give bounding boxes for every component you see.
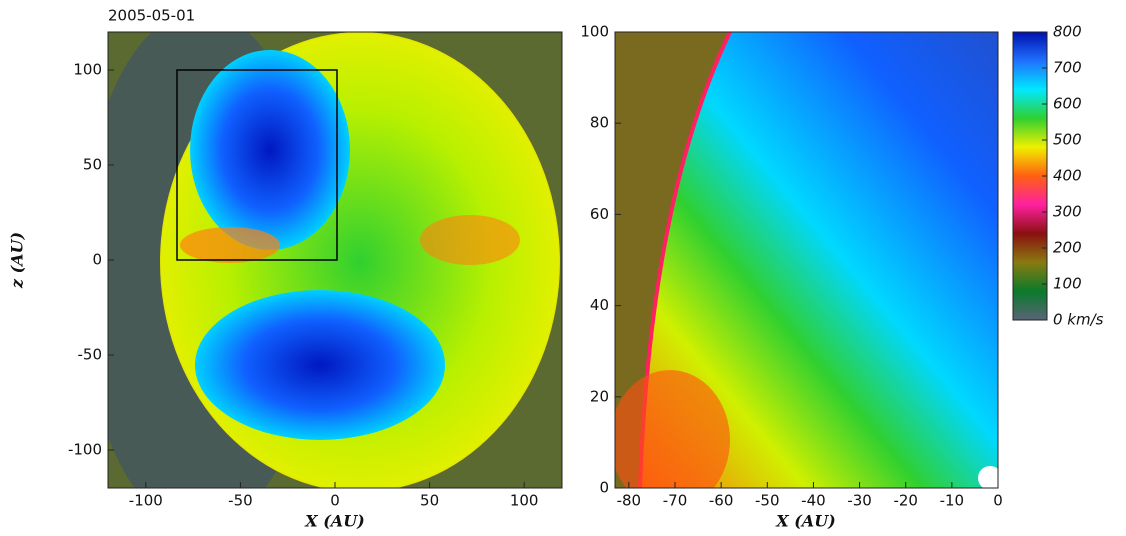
y-tick-label: -100 xyxy=(68,441,102,459)
y-tick-label: -50 xyxy=(78,346,103,364)
x-tick-label: -30 xyxy=(847,492,872,510)
x-tick-label: -10 xyxy=(940,492,965,510)
x-tick-label: 0 xyxy=(330,492,340,510)
y-axis-label: z (AU) xyxy=(8,232,27,289)
x-axis-label: X (AU) xyxy=(775,512,836,531)
colorbar-label: 0 km/s xyxy=(1053,311,1104,329)
y-tick-label: 0 xyxy=(92,251,102,269)
colorbar-label: 300 xyxy=(1053,203,1082,221)
panel-title: 2005-05-01 xyxy=(108,7,195,25)
x-tick-label: -50 xyxy=(755,492,780,510)
right-field xyxy=(615,32,998,488)
x-axis-label: X (AU) xyxy=(304,512,365,531)
y-tick-label: 60 xyxy=(590,205,609,223)
x-tick-label: -100 xyxy=(129,492,163,510)
x-tick-label: 50 xyxy=(420,492,439,510)
colorbar-label: 700 xyxy=(1053,59,1082,77)
x-tick-label: -50 xyxy=(228,492,253,510)
y-tick-label: 100 xyxy=(580,23,609,41)
right-frame xyxy=(614,31,999,489)
colorbar-label: 100 xyxy=(1053,275,1082,293)
colorbar xyxy=(1012,31,1048,321)
x-tick-label: -40 xyxy=(801,492,826,510)
x-tick-label: 100 xyxy=(510,492,539,510)
y-tick-label: 20 xyxy=(590,387,609,405)
y-tick-label: 0 xyxy=(599,479,609,497)
x-tick-label: -60 xyxy=(709,492,734,510)
y-tick-label: 100 xyxy=(73,61,102,79)
colorbar-label: 600 xyxy=(1053,95,1082,113)
y-tick-label: 50 xyxy=(83,156,102,174)
x-tick-label: -80 xyxy=(617,492,642,510)
colorbar-label: 400 xyxy=(1053,167,1082,185)
left-field xyxy=(108,32,562,488)
y-tick-label: 80 xyxy=(590,114,609,132)
x-tick-label: 0 xyxy=(993,492,1003,510)
y-tick-label: 40 xyxy=(590,296,609,314)
x-tick-label: -20 xyxy=(893,492,918,510)
colorbar-label: 500 xyxy=(1053,131,1082,149)
x-tick-label: -70 xyxy=(663,492,688,510)
colorbar-label: 200 xyxy=(1053,239,1082,257)
colorbar-label: 800 xyxy=(1053,23,1082,41)
